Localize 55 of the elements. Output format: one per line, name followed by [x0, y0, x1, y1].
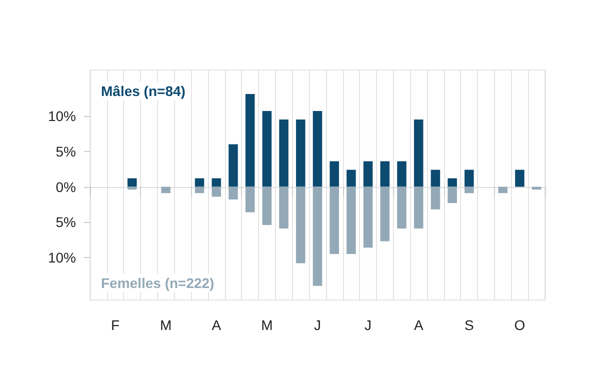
x-tick-label: A [212, 317, 222, 333]
bar [228, 144, 238, 187]
bar [515, 170, 524, 187]
bar [363, 186, 373, 248]
bar [262, 186, 272, 225]
bar [448, 186, 457, 204]
bar [414, 120, 424, 187]
x-tick-label: J [364, 317, 372, 333]
bar [279, 120, 288, 187]
bar [330, 186, 339, 254]
bar [194, 178, 204, 187]
bar [262, 111, 272, 187]
y-tick-label: 10% [48, 108, 76, 124]
text: Femelles (n=222) [101, 275, 214, 291]
bar [448, 178, 457, 187]
y-tick-label: 0% [56, 178, 76, 195]
bar [346, 170, 356, 187]
bar [414, 186, 424, 229]
y-tick-label: 5% [56, 143, 76, 160]
bar [430, 186, 440, 210]
x-tick-label: F [110, 317, 120, 333]
bar [296, 120, 306, 187]
x-tick-label: A [414, 317, 424, 333]
bar [245, 186, 255, 212]
x-tick-label: S [464, 317, 474, 333]
text: Mâles (n=84) [101, 83, 186, 99]
bar [212, 186, 222, 197]
bar [397, 161, 406, 187]
x-tick-label: J [314, 317, 321, 333]
bar [312, 186, 322, 286]
bar [296, 186, 306, 264]
bar [464, 186, 474, 194]
bar [245, 94, 255, 187]
y-tick-label: 10% [48, 250, 76, 266]
bar [397, 186, 406, 229]
bar [127, 186, 137, 190]
bar [380, 161, 390, 187]
bar [279, 186, 288, 229]
bar [312, 111, 322, 187]
x-tick-label: M [160, 317, 172, 333]
bar [464, 170, 474, 187]
bar [212, 178, 222, 187]
bar [380, 186, 390, 242]
bar [194, 186, 204, 194]
bar [127, 178, 137, 187]
y-tick-label: 5% [56, 214, 76, 230]
bar [363, 161, 373, 187]
bar [330, 161, 339, 187]
bar [346, 186, 356, 254]
x-tick-label: M [261, 317, 273, 333]
bar [161, 186, 170, 194]
bar [228, 186, 238, 200]
x-tick-label: O [514, 317, 526, 333]
bar [430, 170, 440, 187]
bar [498, 186, 508, 194]
